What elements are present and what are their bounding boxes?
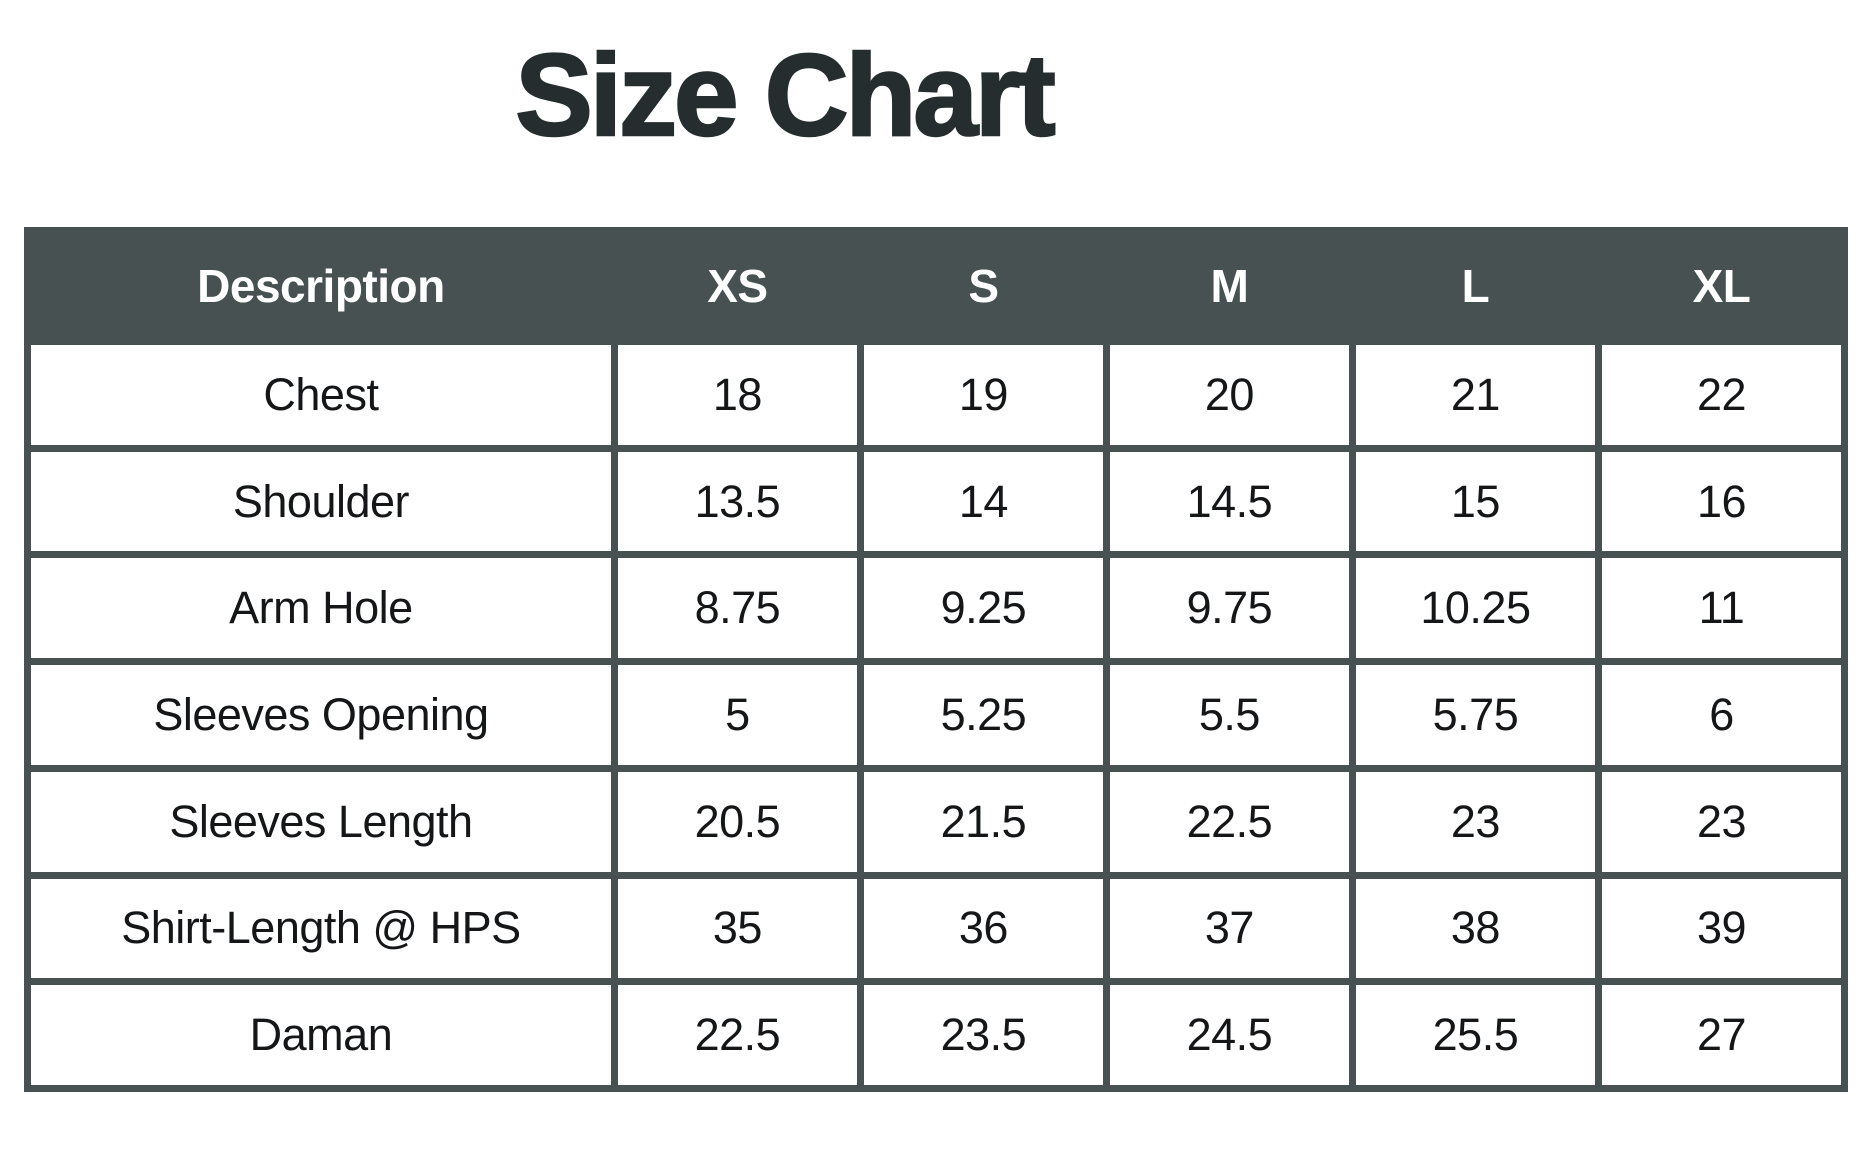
size-value: 23 (1348, 764, 1602, 879)
row-label: Chest (24, 338, 618, 452)
size-value: 37 (1102, 871, 1356, 986)
size-value: 22.5 (1102, 764, 1356, 879)
size-value: 19 (856, 338, 1110, 452)
size-value: 15 (1348, 444, 1602, 559)
column-header-m: M (1102, 227, 1356, 345)
size-value: 24.5 (1102, 978, 1356, 1092)
row-label: Sleeves Length (24, 764, 618, 879)
size-value: 9.25 (856, 551, 1110, 666)
size-value: 5.75 (1348, 658, 1602, 772)
size-value: 11 (1594, 551, 1849, 666)
size-value: 22 (1594, 338, 1849, 452)
size-value: 35 (610, 871, 864, 986)
size-value: 5 (610, 658, 864, 772)
column-header-xl: XL (1594, 227, 1849, 345)
row-label: Sleeves Opening (24, 658, 618, 772)
size-value: 23 (1594, 764, 1849, 879)
column-header-s: S (856, 227, 1110, 345)
row-label: Shirt-Length @ HPS (24, 871, 618, 986)
table-row-sleeves-length: Sleeves Length 20.5 21.5 22.5 23 23 (24, 764, 1849, 879)
size-value: 23.5 (856, 978, 1110, 1092)
column-header-xs: XS (610, 227, 864, 345)
size-value: 8.75 (610, 551, 864, 666)
column-header-description: Description (24, 227, 618, 345)
size-value: 16 (1594, 444, 1849, 559)
header-row: Description XS S M L XL (24, 227, 1849, 345)
size-value: 18 (610, 338, 864, 452)
page-title: Size Chart (514, 29, 1057, 162)
size-value: 6 (1594, 658, 1849, 772)
table-row-sleeves-opening: Sleeves Opening 5 5.25 5.5 5.75 6 (24, 658, 1849, 772)
size-value: 13.5 (610, 444, 864, 559)
size-value: 27 (1594, 978, 1849, 1092)
size-value: 36 (856, 871, 1110, 986)
table-header: Description XS S M L XL (24, 227, 1849, 345)
size-value: 9.75 (1102, 551, 1356, 666)
size-value: 14 (856, 444, 1110, 559)
size-value: 39 (1594, 871, 1849, 986)
size-value: 21.5 (856, 764, 1110, 879)
table-row-chest: Chest 18 19 20 21 22 (24, 338, 1849, 452)
table-row-daman: Daman 22.5 23.5 24.5 25.5 27 (24, 978, 1849, 1092)
size-value: 22.5 (610, 978, 864, 1092)
size-value: 20.5 (610, 764, 864, 879)
size-value: 5.25 (856, 658, 1110, 772)
column-header-l: L (1348, 227, 1602, 345)
row-label: Arm Hole (24, 551, 618, 666)
size-value: 20 (1102, 338, 1356, 452)
size-value: 21 (1348, 338, 1602, 452)
table-row-arm-hole: Arm Hole 8.75 9.25 9.75 10.25 11 (24, 551, 1849, 666)
size-value: 38 (1348, 871, 1602, 986)
size-value: 10.25 (1348, 551, 1602, 666)
size-chart-table: Description XS S M L XL Chest 18 19 20 2… (24, 227, 1849, 1092)
size-value: 25.5 (1348, 978, 1602, 1092)
row-label: Daman (24, 978, 618, 1092)
table-body: Chest 18 19 20 21 22 Shoulder 13.5 14 14… (24, 338, 1849, 1092)
size-value: 5.5 (1102, 658, 1356, 772)
row-label: Shoulder (24, 444, 618, 559)
size-value: 14.5 (1102, 444, 1356, 559)
table-row-shoulder: Shoulder 13.5 14 14.5 15 16 (24, 444, 1849, 559)
table-row-shirt-length: Shirt-Length @ HPS 35 36 37 38 39 (24, 871, 1849, 986)
